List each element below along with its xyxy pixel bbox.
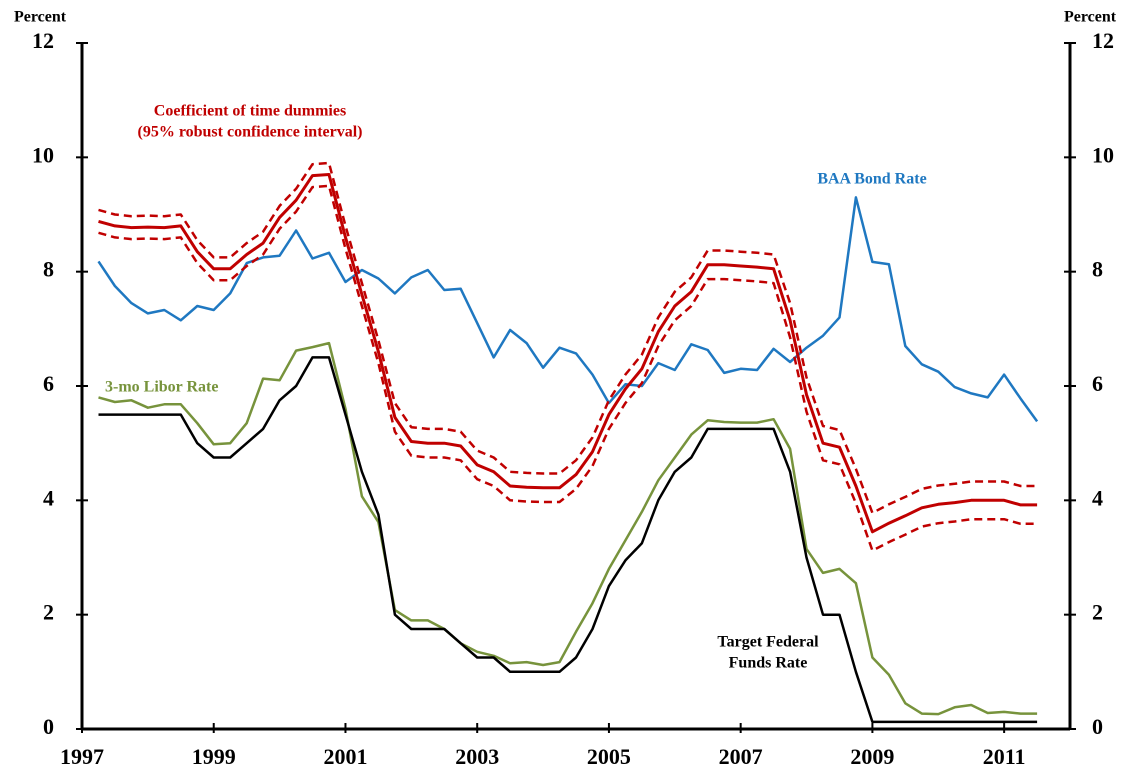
series-label: BAA Bond Rate [817, 171, 926, 188]
series-label: Funds Rate [729, 655, 808, 672]
series-label: Coefficient of time dummies [154, 103, 346, 120]
ci-upper-line [98, 161, 1038, 515]
y-tick-label: 10 [32, 142, 54, 167]
y2-tick-label: 10 [1092, 142, 1114, 167]
y2-tick-label: 8 [1092, 257, 1103, 282]
y2-tick-label: 4 [1092, 485, 1103, 510]
x-tick-label: 2011 [983, 744, 1026, 769]
x-tick-label: 2003 [455, 744, 499, 769]
x-tick-label: 2007 [719, 744, 763, 769]
series-line [97, 196, 1039, 423]
series-label: Target Federal [717, 634, 819, 651]
series-line [98, 341, 1038, 716]
y-tick-label: 12 [32, 28, 54, 53]
y-tick-label: 6 [43, 371, 54, 396]
y-tick-label: 0 [43, 714, 54, 739]
y2-axis-label: Percent [1064, 9, 1117, 26]
y2-tick-label: 0 [1092, 714, 1103, 739]
x-tick-label: 2001 [323, 744, 367, 769]
y-tick-label: 8 [43, 257, 54, 282]
x-tick-label: 2005 [587, 744, 631, 769]
y-tick-label: 2 [43, 600, 54, 625]
x-tick-label: 1999 [192, 744, 236, 769]
y2-tick-label: 12 [1092, 28, 1114, 53]
series-line [98, 173, 1038, 534]
y-axis-label: Percent [14, 9, 67, 26]
x-tick-label: 2009 [850, 744, 894, 769]
y2-tick-label: 6 [1092, 371, 1103, 396]
series-line [98, 356, 1038, 724]
ci-lower-line [98, 184, 1038, 552]
series-label: 3-mo Libor Rate [105, 379, 218, 396]
y2-tick-label: 2 [1092, 600, 1103, 625]
series-label: (95% robust confidence interval) [137, 124, 362, 141]
y-tick-label: 4 [43, 485, 54, 510]
x-tick-label: 1997 [60, 744, 104, 769]
